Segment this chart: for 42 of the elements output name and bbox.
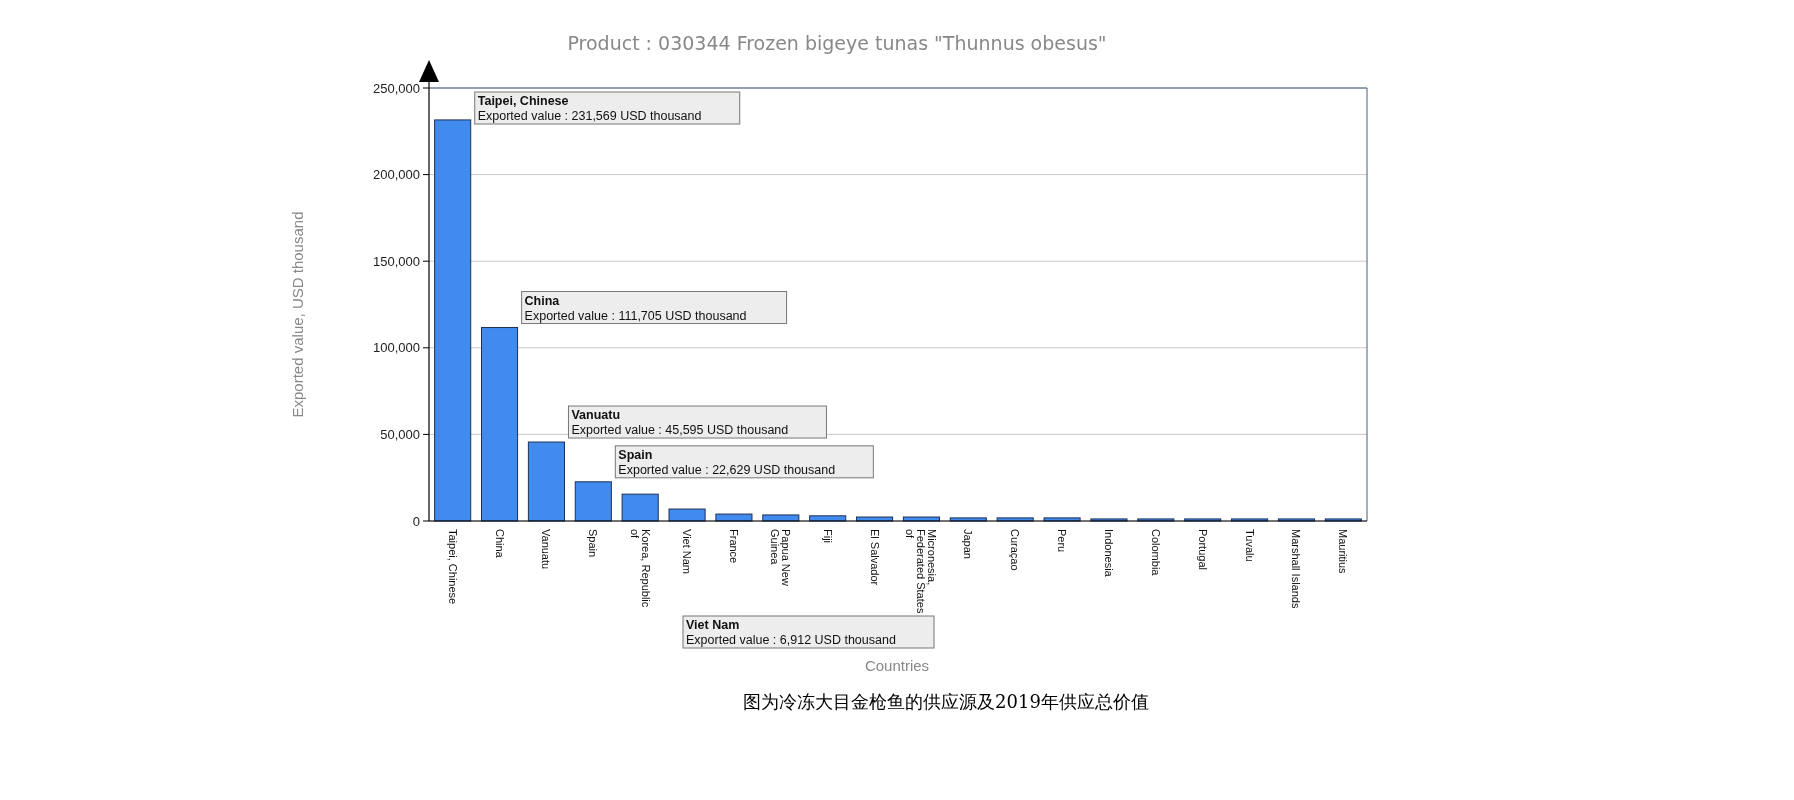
y-tick-label: 150,000 xyxy=(373,253,420,269)
bar xyxy=(434,119,472,522)
y-tick-label: 250,000 xyxy=(373,80,420,96)
x-tick-label: Indonesia xyxy=(1102,529,1115,578)
y-tick-label: 50,000 xyxy=(380,426,420,442)
x-tick-label: France xyxy=(727,529,740,564)
x-tick-label: Peru xyxy=(1056,529,1069,553)
x-tick-label: Taipei, Chinese xyxy=(446,529,459,605)
y-tick-label: 0 xyxy=(412,513,420,529)
x-tick-label: Colombia xyxy=(1149,529,1162,577)
bar xyxy=(621,493,659,522)
bar xyxy=(715,513,753,522)
x-tick-label: Viet Nam xyxy=(681,529,694,575)
x-tick-label: Curaçao xyxy=(1009,529,1022,571)
x-tick-label: Portugal xyxy=(1196,529,1209,570)
bar xyxy=(527,441,565,522)
x-axis-title: Countries xyxy=(864,657,930,674)
x-tick-label: Micronesia, Federated States of xyxy=(904,529,939,614)
x-tick-label: Mauritius xyxy=(1337,529,1350,575)
x-tick-label: Japan xyxy=(962,529,975,559)
annotation: China Exported value : 111,705 USD thousand xyxy=(524,293,747,323)
x-tick-label: Tuvalu xyxy=(1243,529,1256,562)
annotation: Vanuatu Exported value : 45,595 USD thousand xyxy=(571,408,789,438)
bar xyxy=(481,327,519,522)
x-tick-label: Korea, Republic of xyxy=(628,529,652,608)
y-tick-label: 200,000 xyxy=(373,167,420,183)
text: Viet Nam Exported value : 6,912 USD thousand xyxy=(686,618,896,647)
x-tick-label: China xyxy=(493,529,506,559)
x-tick-label: Spain xyxy=(587,529,600,558)
y-tick-label: 100,000 xyxy=(373,340,420,356)
y-axis-title: Exported value, USD thousand xyxy=(289,211,306,418)
chart-title: Product : 030344 Frozen bigeye tunas "Thunnus obesus" xyxy=(567,32,1107,54)
annotation: Spain Exported value : 22,629 USD thousand xyxy=(618,447,836,477)
x-tick-label: Fiji xyxy=(821,529,834,544)
bar xyxy=(668,508,706,522)
bar xyxy=(574,481,612,522)
annotation: Taipei, Chinese Exported value : 231,569 USD thousand xyxy=(477,94,702,123)
x-tick-label: Vanuatu xyxy=(540,529,553,570)
x-tick-label: Papua New Guinea xyxy=(769,529,793,586)
x-tick-label: El Salvador xyxy=(868,529,881,586)
text: 图为冷冻大目金枪鱼的供应源及2019年供应总价值 xyxy=(743,691,1149,712)
x-tick-label: Marshall Islands xyxy=(1290,529,1303,609)
